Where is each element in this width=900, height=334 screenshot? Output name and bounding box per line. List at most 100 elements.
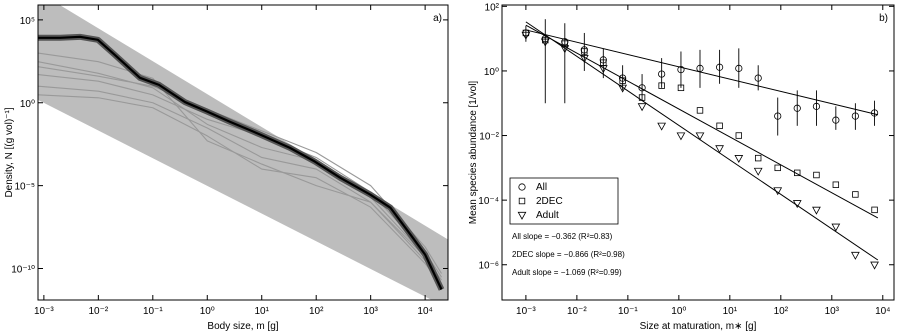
x-tick-label: 10⁻¹ — [143, 306, 163, 317]
fit-line — [525, 29, 878, 116]
marker-triangle — [637, 103, 647, 112]
marker-triangle — [850, 251, 860, 260]
y-tick-label: 10⁰ — [20, 99, 35, 110]
marker-triangle — [812, 206, 821, 215]
x-tick-label: 10² — [309, 306, 324, 317]
y-tick-label: 10⁻⁵ — [14, 182, 35, 193]
marker-square — [619, 77, 626, 84]
x-tick-label: 10⁻³ — [516, 306, 536, 317]
marker-circle — [599, 56, 607, 64]
marker-circle — [541, 35, 549, 43]
marker-circle — [715, 63, 724, 71]
x-tick-label: 10⁰ — [200, 306, 215, 317]
plot-frame — [37, 4, 449, 301]
marker-triangle — [676, 132, 686, 141]
panel-label: b) — [879, 13, 888, 24]
x-axis-label: Size at maturation, m∗ [g] — [640, 321, 757, 332]
marker-triangle — [521, 31, 531, 40]
y-tick-label: 10⁵ — [20, 16, 35, 27]
marker-triangle — [560, 45, 570, 54]
x-tick-label: 10⁻² — [567, 306, 587, 317]
marker-triangle — [870, 261, 879, 270]
marker-triangle — [618, 84, 628, 93]
marker-square — [518, 197, 526, 205]
y-tick-label: 10² — [485, 2, 500, 13]
marker-circle — [870, 109, 879, 117]
x-tick-label: 10³ — [363, 306, 378, 317]
y-tick-label: 10⁻⁴ — [478, 196, 499, 207]
marker-circle — [619, 74, 627, 82]
marker-triangle — [831, 223, 841, 232]
panel — [521, 19, 879, 270]
x-tick-label: 10⁰ — [671, 306, 686, 317]
marker-square — [716, 122, 723, 130]
marker-square — [852, 191, 859, 198]
spectrum-line — [38, 52, 442, 281]
spectrum-line — [38, 61, 443, 286]
y-tick-label: 10⁻¹⁰ — [11, 265, 35, 276]
marker-square — [696, 107, 704, 114]
y-tick-label: 10⁰ — [484, 67, 499, 78]
marker-square — [754, 154, 762, 162]
spectrum-line — [38, 35, 443, 290]
marker-square — [774, 164, 781, 172]
x-tick-label: 10⁻³ — [34, 306, 54, 317]
x-tick-label: 10⁴ — [417, 306, 432, 317]
marker-circle — [658, 70, 666, 78]
y-tick-label: 10⁻² — [479, 132, 499, 143]
marker-square — [561, 40, 569, 47]
marker-circle — [677, 66, 685, 74]
marker-triangle — [579, 54, 589, 63]
x-tick-label: 10² — [774, 306, 789, 317]
x-tick-label: 10¹ — [255, 306, 270, 317]
marker-square — [658, 82, 665, 89]
legend-box — [509, 177, 619, 225]
marker-circle — [793, 104, 801, 112]
marker-triangle — [517, 211, 527, 220]
marker-circle — [638, 84, 646, 92]
y-axis-label: Density, N [(g vol)⁻¹] — [4, 107, 15, 197]
x-axis-label: Body size, m [g] — [207, 321, 278, 332]
marker-square — [522, 29, 530, 37]
x-tick-label: 10¹ — [723, 306, 738, 317]
marker-triangle — [773, 187, 783, 196]
marker-circle — [696, 64, 704, 72]
marker-circle — [812, 102, 821, 110]
marker-triangle — [598, 65, 608, 74]
legend-label: All — [536, 182, 547, 193]
y-axis-label: Mean species abundance [1/vol] — [468, 81, 479, 225]
marker-triangle — [695, 132, 705, 141]
annotation: 2DEC slope = −0.866 (R²=0.98) — [512, 250, 625, 259]
marker-square — [638, 94, 646, 101]
x-tick-label: 10⁻¹ — [618, 306, 638, 317]
x-tick-label: 10³ — [825, 306, 840, 317]
envelope-band — [38, 5, 448, 300]
panel — [38, 5, 448, 300]
marker-circle — [518, 183, 526, 191]
marker-square — [871, 206, 878, 214]
spectrum-line — [38, 94, 442, 286]
marker-triangle — [734, 155, 744, 163]
annotation: All slope = −0.362 (R²=0.83) — [512, 232, 613, 241]
marker-square — [735, 132, 743, 139]
marker-triangle — [715, 145, 724, 154]
marker-triangle — [657, 122, 667, 131]
x-tick-label: 10⁻² — [88, 306, 108, 317]
legend-label: 2DEC — [536, 196, 563, 207]
x-tick-label: 10⁴ — [875, 306, 890, 317]
marker-triangle — [792, 200, 802, 209]
marker-circle — [832, 116, 840, 124]
marker-circle — [754, 74, 762, 82]
spectrum-line — [38, 85, 442, 286]
panel-label: a) — [433, 13, 442, 24]
legend-label: Adult — [536, 210, 559, 221]
marker-circle — [735, 64, 743, 72]
marker-triangle — [540, 38, 550, 47]
marker-square — [581, 48, 588, 55]
marker-square — [813, 171, 820, 179]
y-tick-label: 10⁻⁶ — [478, 261, 499, 272]
marker-square — [677, 84, 685, 92]
marker-circle — [851, 112, 859, 120]
